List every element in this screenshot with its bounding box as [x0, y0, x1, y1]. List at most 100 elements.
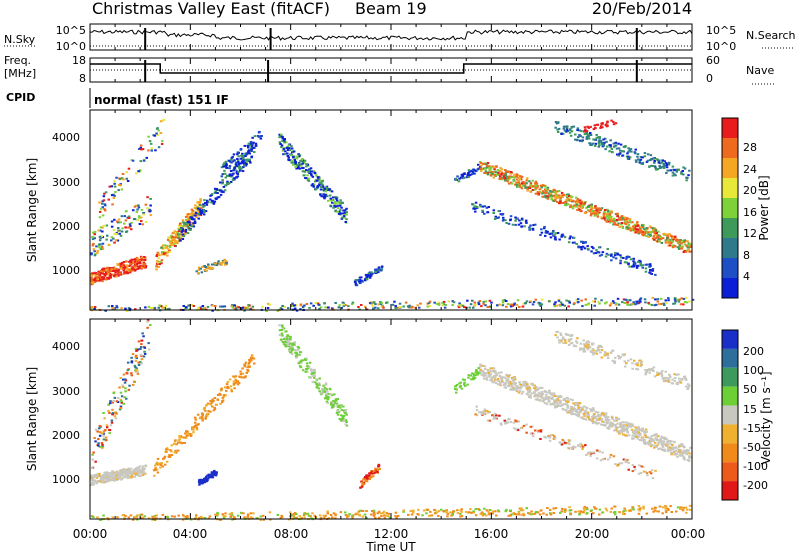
power-cell — [237, 165, 240, 168]
power-cell — [160, 305, 163, 307]
power-cell — [416, 304, 419, 307]
velocity-cell — [204, 416, 208, 419]
power-cell — [601, 122, 604, 125]
power-cell — [112, 229, 116, 232]
power-cell — [126, 272, 130, 275]
velocity-cell — [376, 470, 379, 473]
power-ytick-4000: 4000 — [52, 131, 80, 144]
power-cell — [210, 193, 214, 196]
power-cell — [243, 164, 246, 167]
power-cell — [688, 250, 691, 253]
power-cell — [176, 240, 180, 243]
power-cell — [535, 182, 539, 185]
power-cell — [567, 195, 571, 197]
power-cell — [127, 268, 130, 271]
power-cell — [379, 301, 382, 303]
power-cell — [161, 251, 165, 253]
velocity-cell — [108, 432, 111, 435]
power-cell — [493, 168, 496, 171]
velocity-cell — [541, 386, 544, 389]
velocity-cell — [560, 338, 564, 341]
power-cell — [595, 123, 599, 126]
velocity-cell — [206, 479, 209, 482]
velocity-cell — [92, 475, 95, 478]
power-cell — [590, 143, 594, 146]
velocity-cell — [294, 354, 298, 357]
velocity-cell — [344, 419, 348, 422]
power-cell — [112, 270, 115, 272]
power-cell — [593, 138, 597, 141]
power-cell — [541, 195, 544, 198]
power-cell — [485, 166, 489, 169]
velocity-cell — [498, 414, 501, 417]
power-cell — [105, 278, 108, 281]
power-cell — [516, 299, 520, 302]
power-cell — [176, 232, 180, 235]
velocity-cell — [678, 380, 682, 383]
power-cell — [662, 167, 666, 169]
velocity-cell — [525, 423, 528, 426]
velocity-cell — [129, 467, 133, 470]
power-cell — [480, 164, 483, 167]
power-cell — [101, 206, 104, 209]
velocity-cell — [334, 398, 338, 401]
power-cell — [195, 216, 198, 219]
velocity-cell — [101, 447, 104, 450]
power-cell — [245, 162, 248, 164]
power-cell — [665, 302, 668, 304]
power-cell — [493, 166, 496, 169]
velocity-cell — [93, 480, 97, 483]
power-cell — [488, 299, 492, 302]
power-cell — [510, 303, 514, 306]
power-cell — [120, 265, 124, 268]
power-cell — [593, 211, 596, 214]
velocity-cell — [321, 387, 324, 390]
velocity-cell — [636, 427, 639, 430]
power-cell — [204, 210, 208, 213]
velocity-cell — [564, 441, 567, 444]
velocity-cell — [333, 401, 337, 404]
velocity-cell — [579, 348, 582, 351]
power-cell — [334, 302, 337, 304]
power-cell — [322, 189, 326, 192]
velocity-cell — [206, 414, 209, 417]
power-cell — [138, 223, 142, 225]
power-cell — [606, 208, 609, 211]
power-cell — [149, 214, 153, 217]
power-cell — [102, 199, 106, 202]
velocity-cell — [234, 381, 238, 384]
power-cell — [224, 260, 228, 263]
power-cell — [492, 212, 495, 214]
power-cell — [136, 265, 140, 268]
power-cell — [616, 212, 619, 215]
velocity-cell — [182, 436, 186, 439]
power-cell — [518, 184, 522, 187]
power-cell — [246, 144, 250, 147]
power-cell — [643, 232, 646, 235]
velocity-cell — [677, 373, 680, 376]
velocity-cell — [609, 456, 612, 459]
velocity-cell — [496, 378, 500, 380]
power-cell — [661, 237, 665, 240]
power-cell — [649, 231, 652, 234]
power-cell — [550, 232, 554, 235]
power-cell — [492, 209, 495, 212]
power-cell — [557, 194, 560, 197]
power-cell — [538, 188, 542, 191]
power-cell — [489, 166, 493, 169]
power-cell — [177, 233, 180, 236]
velocity-cell — [620, 462, 624, 465]
power-cell — [526, 186, 529, 189]
power-cbar-tick-16: 16 — [743, 206, 757, 219]
power-cell — [118, 229, 121, 232]
power-cell — [519, 222, 523, 225]
velocity-cell — [371, 470, 374, 473]
velocity-cell — [635, 435, 638, 438]
velocity-cell — [278, 334, 282, 337]
power-cell — [551, 231, 555, 234]
velocity-cell — [613, 429, 616, 432]
velocity-cell — [140, 358, 144, 361]
power-cell — [682, 303, 685, 306]
power-cell — [339, 201, 342, 204]
velocity-cell — [550, 398, 554, 400]
